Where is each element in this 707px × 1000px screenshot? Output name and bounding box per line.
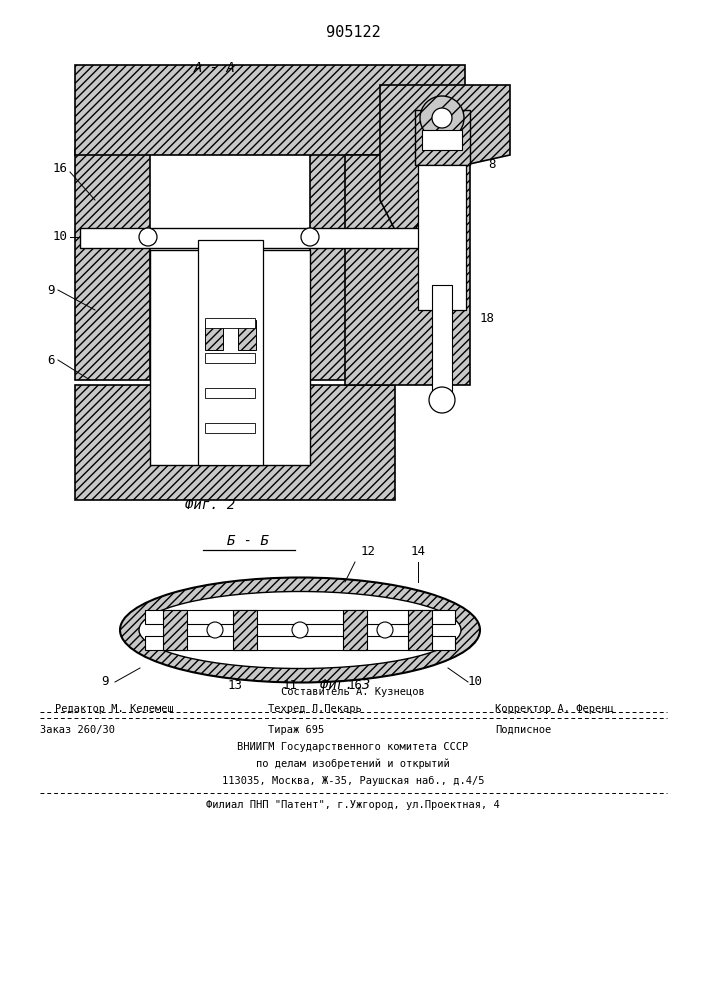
Text: 11: 11 (283, 679, 298, 692)
Bar (163, 610, 187, 650)
Text: 16: 16 (348, 679, 363, 692)
Ellipse shape (139, 591, 461, 668)
Text: 12: 12 (361, 545, 375, 558)
Bar (205, 318, 255, 328)
Bar (205, 423, 255, 433)
Text: 14: 14 (411, 545, 426, 558)
Text: Редактор М. Келемеш: Редактор М. Келемеш (55, 704, 174, 714)
Circle shape (420, 96, 464, 140)
Circle shape (432, 108, 452, 128)
Bar (205, 320, 223, 350)
Text: ВНИИГМ Государственного комитета СССР: ВНИИГМ Государственного комитета СССР (238, 742, 469, 752)
Text: по делам изобретений и открытий: по делам изобретений и открытий (256, 758, 450, 769)
Bar (418, 165, 466, 310)
Text: 9: 9 (101, 675, 109, 688)
Text: 9: 9 (47, 284, 55, 296)
Text: Тираж 695: Тираж 695 (268, 725, 325, 735)
Text: 16: 16 (53, 161, 68, 174)
Text: Б - Б: Б - Б (227, 534, 269, 548)
Text: 13: 13 (228, 679, 243, 692)
Polygon shape (380, 85, 510, 230)
Bar (75, 65, 465, 155)
Text: 6: 6 (47, 354, 55, 366)
Circle shape (377, 622, 393, 638)
Text: 10: 10 (53, 231, 68, 243)
Bar (345, 155, 470, 385)
Bar (205, 388, 255, 398)
Bar (343, 610, 367, 650)
Text: Подписное: Подписное (495, 725, 551, 735)
Circle shape (292, 622, 308, 638)
Text: Составитель А. Кузнецов: Составитель А. Кузнецов (281, 687, 425, 697)
Text: 905122: 905122 (326, 25, 380, 40)
Text: Техред Л.Пекарь: Техред Л.Пекарь (268, 704, 362, 714)
Bar (408, 610, 432, 650)
Bar (145, 636, 455, 650)
Text: Корректор А. Ференц: Корректор А. Ференц (495, 704, 614, 714)
Ellipse shape (120, 578, 480, 682)
Circle shape (429, 387, 455, 413)
Circle shape (139, 228, 157, 246)
Text: 10: 10 (467, 675, 482, 688)
Bar (150, 270, 310, 385)
Bar (422, 130, 462, 150)
Text: А - А: А - А (194, 61, 236, 75)
Circle shape (207, 622, 223, 638)
Bar (75, 150, 150, 380)
Text: Филиал ПНП "Патент", г.Ужгород, ул.Проектная, 4: Филиал ПНП "Патент", г.Ужгород, ул.Проек… (206, 800, 500, 810)
Bar (198, 240, 263, 465)
Text: Фиг. 3: Фиг. 3 (320, 678, 370, 692)
Text: Заказ 260/30: Заказ 260/30 (40, 725, 115, 735)
Bar (238, 320, 256, 350)
Bar (432, 285, 452, 395)
Bar (75, 385, 395, 500)
Circle shape (301, 228, 319, 246)
Text: 8: 8 (488, 158, 496, 172)
Bar (205, 353, 255, 363)
Bar (233, 610, 257, 650)
Bar (80, 228, 440, 248)
Bar (310, 150, 395, 380)
Bar (150, 250, 310, 465)
Bar (415, 110, 470, 165)
Text: Фиг. 2: Фиг. 2 (185, 498, 235, 512)
Text: 18: 18 (480, 312, 495, 324)
Text: 113035, Москва, Ж-35, Раушская наб., д.4/5: 113035, Москва, Ж-35, Раушская наб., д.4… (222, 776, 484, 786)
Bar (145, 610, 455, 624)
